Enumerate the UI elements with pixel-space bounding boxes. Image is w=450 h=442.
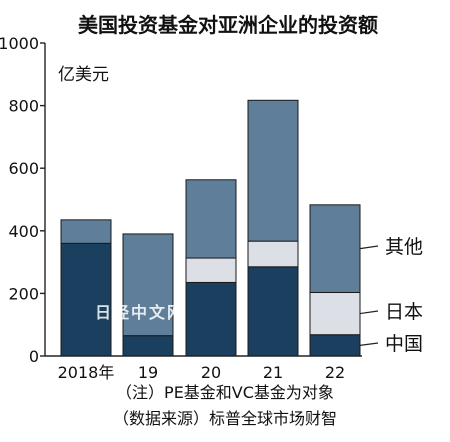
y-tick-label: 400 bbox=[8, 222, 39, 241]
legend-leader-japan bbox=[359, 310, 379, 315]
bar-segment-china-0 bbox=[60, 242, 112, 357]
x-tick-label: 20 bbox=[201, 363, 221, 382]
bar-segment-other-1 bbox=[122, 233, 174, 337]
bar-segment-other-2 bbox=[185, 179, 237, 259]
note-source: （数据来源）标普全球市场财智 bbox=[113, 409, 337, 428]
bars bbox=[60, 99, 361, 357]
y-tick-label: 200 bbox=[8, 284, 39, 303]
legend-label-other: 其他 bbox=[385, 236, 423, 258]
y-tick-label: 600 bbox=[8, 159, 39, 178]
legend-label-japan: 日本 bbox=[385, 301, 423, 323]
bar-segment-japan-2 bbox=[185, 257, 237, 283]
bar-segment-japan-4 bbox=[309, 291, 361, 336]
y-tick-label: 800 bbox=[8, 97, 39, 116]
y-tick-label: 1000 bbox=[0, 34, 39, 53]
bar-segment-china-1 bbox=[122, 335, 174, 357]
bar-segment-japan-3 bbox=[247, 240, 299, 268]
note-scope: （注）PE基金和VC基金为对象 bbox=[116, 383, 334, 402]
bar-segment-china-2 bbox=[185, 281, 237, 357]
x-tick-label: 22 bbox=[325, 363, 345, 382]
bar-segment-china-4 bbox=[309, 334, 361, 357]
x-tick-label: 19 bbox=[138, 363, 158, 382]
legend-leader-other bbox=[359, 245, 379, 250]
bar-segment-other-3 bbox=[247, 99, 299, 242]
y-axis: 0 200 400 600 800 1000 bbox=[0, 34, 46, 366]
chart-title: 美国投资基金对亚洲企业的投资额 bbox=[78, 13, 378, 37]
x-axis: 2018年 19 20 21 22 bbox=[45, 355, 362, 382]
bar-segment-other-4 bbox=[309, 204, 361, 293]
bar-segment-china-3 bbox=[247, 266, 299, 357]
legend-leader-china bbox=[359, 342, 379, 346]
bar-segment-other-0 bbox=[60, 219, 112, 244]
x-tick-label: 2018年 bbox=[58, 363, 115, 382]
watermark: 日经中文网 bbox=[95, 303, 185, 322]
x-tick-label: 21 bbox=[263, 363, 283, 382]
y-tick-label: 0 bbox=[29, 347, 39, 366]
unit-label: 亿美元 bbox=[58, 65, 109, 85]
legend-label-china: 中国 bbox=[385, 333, 423, 355]
